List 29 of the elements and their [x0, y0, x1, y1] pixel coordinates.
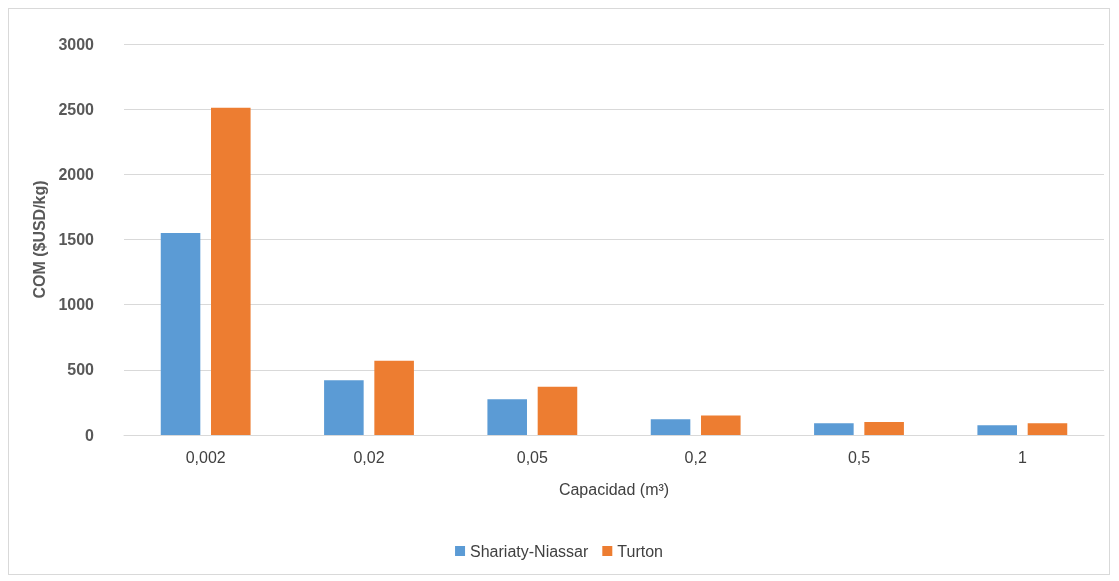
bar: [374, 360, 414, 435]
y-tick-label: 2500: [58, 100, 95, 118]
bar: [814, 423, 854, 435]
bar: [537, 386, 578, 435]
y-axis-title: COM ($USD/kg): [31, 180, 49, 299]
x-tick-label: 0,02: [353, 448, 385, 466]
bar: [324, 380, 364, 435]
x-tick-label: 1: [1017, 448, 1027, 466]
bar: [650, 419, 691, 435]
bar: [1027, 423, 1068, 435]
x-tick-label: 0,2: [684, 448, 707, 466]
bar: [487, 399, 527, 435]
y-tick-label: 500: [67, 361, 95, 379]
y-tick-label: 2000: [58, 165, 95, 183]
y-tick-label: 1500: [58, 231, 95, 248]
x-axis-title: Capacidad (m³): [558, 480, 670, 498]
x-tick-label: 0,5: [847, 448, 871, 466]
x-tick-label: 0,002: [185, 448, 226, 466]
bar: [211, 107, 251, 435]
bar: [864, 421, 904, 435]
legend-label: Shariaty-Niassar: [470, 542, 589, 560]
bar: [977, 425, 1017, 435]
y-tick-label: 0: [85, 426, 95, 444]
y-tick-label: 3000: [58, 35, 95, 53]
bar: [701, 415, 741, 435]
bar: [160, 232, 201, 435]
legend-label: Turton: [617, 542, 663, 560]
y-tick-label: 1000: [58, 296, 95, 314]
x-tick-label: 0,05: [516, 448, 549, 466]
